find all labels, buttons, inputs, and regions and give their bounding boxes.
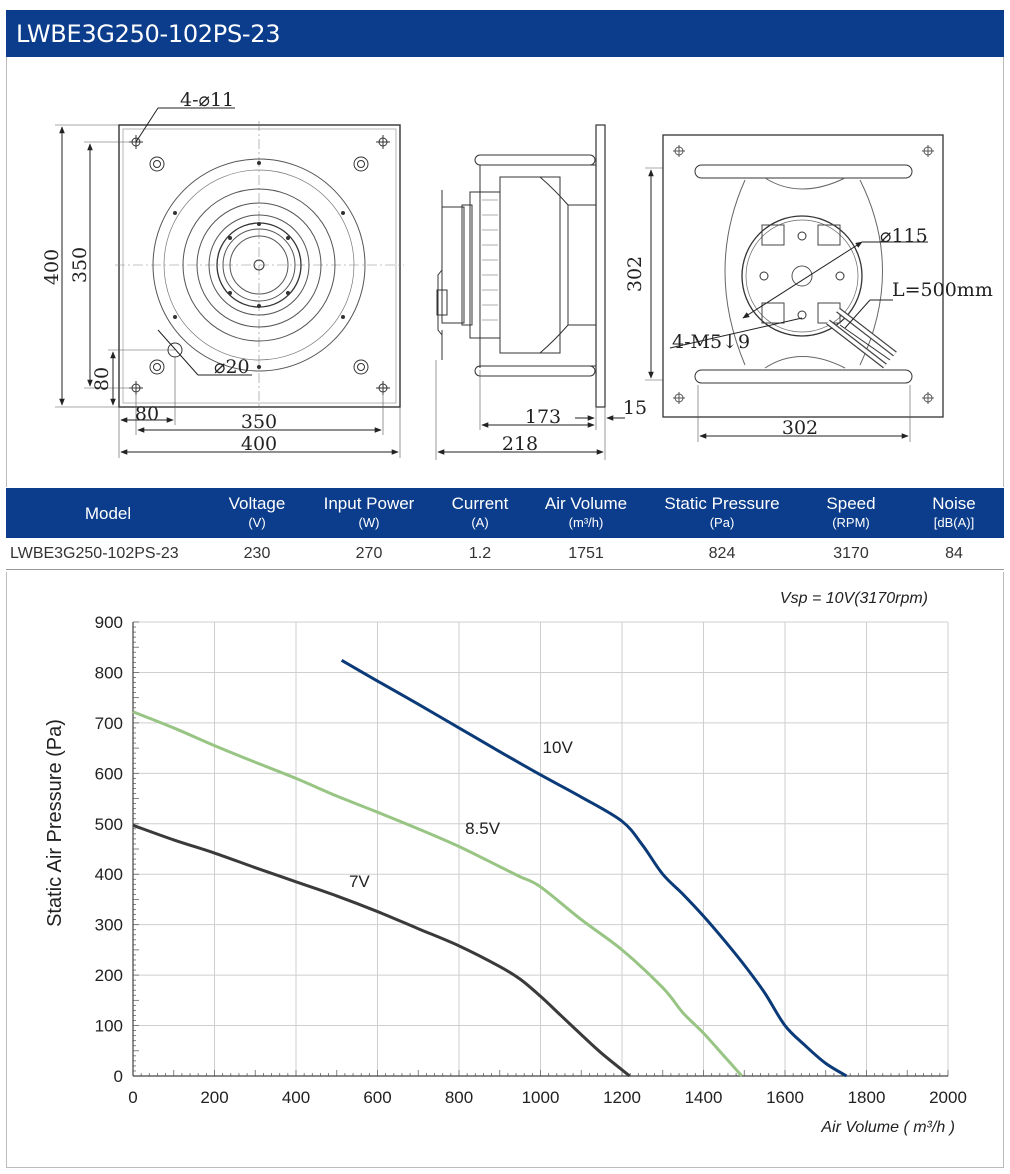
back-view bbox=[645, 134, 944, 442]
y-tick-label: 800 bbox=[95, 663, 123, 682]
series-label-8-5V: 8.5V bbox=[465, 819, 501, 838]
x-tick-label: 400 bbox=[282, 1088, 310, 1107]
col-static-pressure: Static Pressure (Pa) bbox=[646, 488, 798, 538]
side-view-labels: 173 15 218 bbox=[502, 397, 647, 455]
y-tick-label: 300 bbox=[95, 916, 123, 935]
cell-current: 1.2 bbox=[434, 538, 526, 570]
y-tick-label: 900 bbox=[95, 613, 123, 632]
x-axis-title: Air Volume ( m³/h ) bbox=[820, 1119, 955, 1136]
cell-model: LWBE3G250-102PS-23 bbox=[6, 538, 210, 570]
col-air-volume: Air Volume (m³/h) bbox=[526, 488, 646, 538]
technical-drawing: 4-⌀11 400 350 80 80 350 400 ⌀20 bbox=[41, 89, 993, 460]
series-label-7V: 7V bbox=[349, 872, 370, 891]
front-view bbox=[55, 107, 404, 458]
dia-20-label: ⌀20 bbox=[214, 356, 250, 378]
dim-302-v: 302 bbox=[624, 256, 646, 292]
dim-218: 218 bbox=[502, 433, 538, 455]
col-voltage: Voltage (V) bbox=[210, 488, 304, 538]
y-tick-label: 400 bbox=[95, 865, 123, 884]
y-tick-label: 100 bbox=[95, 1017, 123, 1036]
table-row: LWBE3G250-102PS-23 230 270 1.2 1751 824 … bbox=[6, 538, 1004, 570]
x-tick-label: 200 bbox=[200, 1088, 228, 1107]
y-tick-label: 700 bbox=[95, 714, 123, 733]
col-model: Model bbox=[6, 488, 210, 538]
series-label-10V: 10V bbox=[543, 738, 574, 757]
cell-static-pressure: 824 bbox=[646, 538, 798, 570]
y-tick-label: 0 bbox=[114, 1067, 123, 1086]
side-view bbox=[435, 124, 625, 460]
title-bar: LWBE3G250-102PS-23 bbox=[6, 10, 1004, 57]
x-tick-label: 800 bbox=[445, 1088, 473, 1107]
y-tick-label: 200 bbox=[95, 966, 123, 985]
cell-air-volume: 1751 bbox=[526, 538, 646, 570]
series-line-10V bbox=[340, 659, 848, 1078]
dim-80-v: 80 bbox=[91, 367, 113, 391]
front-view-labels: 4-⌀11 400 350 80 80 350 400 ⌀20 bbox=[41, 89, 277, 455]
performance-chart: 0 200 400 600 800 1000 1200 1400 1600 1800 2000 0 10… bbox=[44, 613, 967, 1136]
col-noise: Noise [dB(A)] bbox=[904, 488, 1004, 538]
chart-frame bbox=[6, 572, 1004, 1168]
x-tick-label: 600 bbox=[363, 1088, 391, 1107]
dim-15: 15 bbox=[623, 397, 647, 419]
col-current: Current (A) bbox=[434, 488, 526, 538]
dim-80-h: 80 bbox=[135, 403, 159, 425]
y-tick-label: 500 bbox=[95, 815, 123, 834]
col-input-power: Input Power (W) bbox=[304, 488, 434, 538]
vsp-note: Vsp = 10V(3170rpm) bbox=[779, 590, 928, 607]
x-tick-label: 1200 bbox=[603, 1088, 641, 1107]
cable-length-label: L=500mm bbox=[892, 279, 993, 301]
series-line-8-5V bbox=[132, 710, 743, 1077]
screw-label: 4-M5↓9 bbox=[672, 331, 750, 353]
x-tick-label: 2000 bbox=[929, 1088, 967, 1107]
y-tick-label: 600 bbox=[95, 764, 123, 783]
dim-302-h: 302 bbox=[782, 417, 818, 439]
x-tick-label: 0 bbox=[128, 1088, 137, 1107]
x-tick-label: 1400 bbox=[685, 1088, 723, 1107]
x-tick-label: 1800 bbox=[848, 1088, 886, 1107]
page-title: LWBE3G250-102PS-23 bbox=[16, 20, 281, 48]
dim-173: 173 bbox=[525, 406, 561, 428]
dim-350-v: 350 bbox=[69, 247, 91, 283]
dim-400-h: 400 bbox=[241, 433, 277, 455]
spec-table: Model Voltage (V) Input Power (W) Current(… bbox=[6, 488, 1004, 570]
table-header-row: Model Voltage (V) Input Power (W) Current(… bbox=[6, 488, 1004, 538]
cell-voltage: 230 bbox=[210, 538, 304, 570]
cell-input-power: 270 bbox=[304, 538, 434, 570]
x-tick-label: 1000 bbox=[522, 1088, 560, 1107]
drawing-frame bbox=[6, 57, 1004, 487]
cell-speed: 3170 bbox=[798, 538, 904, 570]
cell-noise: 84 bbox=[904, 538, 1004, 570]
x-tick-label: 1600 bbox=[766, 1088, 804, 1107]
dim-350-h: 350 bbox=[241, 411, 277, 433]
col-speed: Speed (RPM) bbox=[798, 488, 904, 538]
hole-label: 4-⌀11 bbox=[180, 89, 234, 111]
dim-400-v: 400 bbox=[41, 249, 63, 285]
dia-115-label: ⌀115 bbox=[880, 225, 928, 247]
y-axis-title: Static Air Pressure (Pa) bbox=[44, 719, 66, 927]
back-view-labels: 302 302 ⌀115 L=500mm 4-M5↓9 bbox=[624, 225, 993, 439]
series-line-7V bbox=[132, 823, 631, 1078]
